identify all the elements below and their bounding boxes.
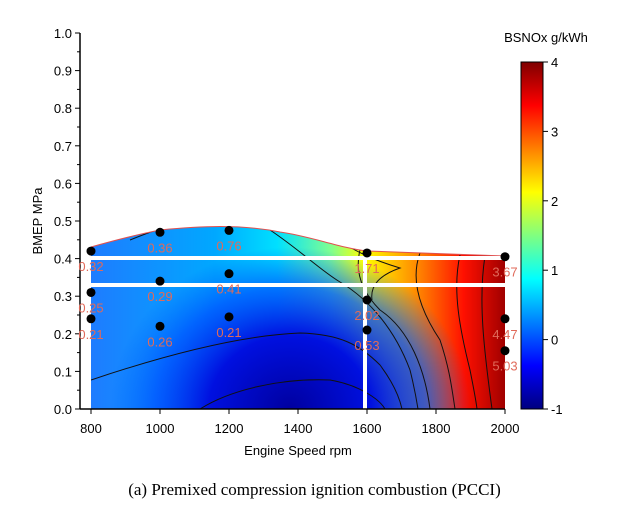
data-point-label: 3.67 (492, 265, 517, 280)
y-tick-label: 0.4 (54, 252, 72, 267)
data-point-label: 0.25 (78, 300, 103, 315)
data-point (362, 248, 372, 258)
data-point-label: 0.21 (78, 327, 103, 342)
x-tick-label: 1200 (215, 421, 244, 436)
y-tick-label: 0.0 (54, 402, 72, 417)
data-point (362, 325, 372, 335)
contour-lines (91, 226, 493, 409)
data-point-label: 0.53 (354, 338, 379, 353)
y-tick-label: 0.1 (54, 364, 72, 379)
colorbar-tick-label: -1 (551, 402, 563, 417)
y-tick-label: 1.0 (54, 26, 72, 41)
figure-caption: (a) Premixed compression ignition combus… (128, 480, 501, 499)
y-tick-label: 0.3 (54, 289, 72, 304)
x-tick-label: 1000 (146, 421, 175, 436)
colorbar-tick-label: 0 (551, 333, 558, 348)
x-tick-label: 1800 (422, 421, 451, 436)
colorbar-tick-label: 4 (551, 55, 558, 70)
data-point (86, 314, 96, 324)
y-tick-label: 0.5 (54, 214, 72, 229)
colorbar (520, 61, 544, 410)
data-point (362, 295, 372, 305)
data-point-label: 0.29 (147, 289, 172, 304)
data-point-label: 5.03 (492, 359, 517, 374)
colorbar-tick-label: 2 (551, 194, 558, 209)
y-tick-label: 0.6 (54, 176, 72, 191)
y-tick-label: 0.8 (54, 101, 72, 116)
data-point (224, 269, 234, 279)
x-tick-label: 1600 (353, 421, 382, 436)
data-point-label: 0.21 (216, 325, 241, 340)
x-tick-label: 800 (80, 421, 102, 436)
data-point-label: 0.36 (147, 240, 172, 255)
y-tick-label: 0.9 (54, 64, 72, 79)
x-axis-label: Engine Speed rpm (244, 443, 352, 458)
data-point (224, 225, 234, 235)
y-axis-label: BMEP MPa (30, 187, 45, 255)
contour-chart: 800 1000 1200 1400 1600 1800 2000 0.0 0.1 0.2 0.3 0… (30, 26, 588, 458)
data-point (155, 227, 165, 237)
data-point-label: 2.02 (354, 308, 379, 323)
white-bar (80, 283, 505, 287)
data-point-label: 0.76 (216, 238, 241, 253)
y-tick-label: 0.2 (54, 327, 72, 342)
data-point-label: 0.32 (78, 259, 103, 274)
colorbar-title: BSNOx g/kWh (504, 30, 588, 45)
data-point-label: 1.71 (354, 261, 379, 276)
data-point (155, 276, 165, 286)
x-tick-label: 2000 (491, 421, 520, 436)
data-point (500, 314, 510, 324)
x-tick-label: 1400 (284, 421, 313, 436)
data-point (86, 246, 96, 256)
colorbar-tick-label: 1 (551, 263, 558, 278)
y-tick-label: 0.7 (54, 139, 72, 154)
data-point (155, 321, 165, 331)
data-point (500, 252, 510, 262)
white-bar (80, 256, 505, 260)
colorbar-tick-label: 3 (551, 124, 558, 139)
data-point-label: 0.26 (147, 334, 172, 349)
data-point (224, 312, 234, 322)
data-point-label: 0.41 (216, 282, 241, 297)
data-point-label: 4.47 (492, 327, 517, 342)
data-point (86, 287, 96, 297)
data-point (500, 346, 510, 356)
